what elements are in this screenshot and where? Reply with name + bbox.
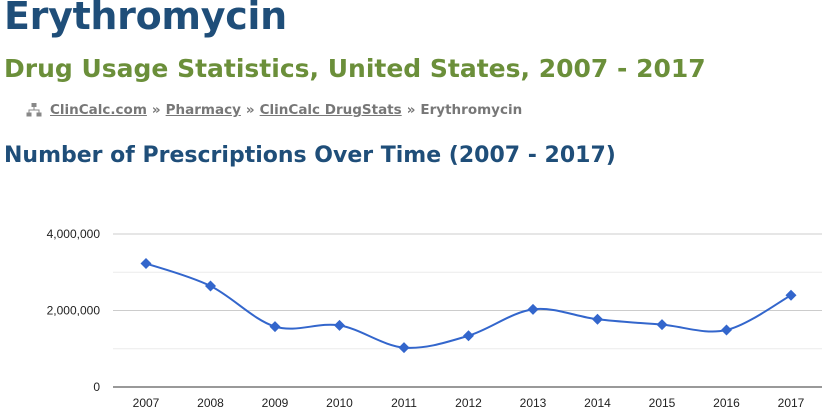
data-point — [205, 280, 216, 292]
section-heading: Number of Prescriptions Over Time (2007 … — [4, 143, 616, 168]
breadcrumb-current: Erythromycin — [420, 102, 523, 118]
breadcrumb-link-clincalc[interactable]: ClinCalc.com — [50, 102, 147, 118]
data-point — [785, 289, 797, 301]
y-tick-label: 2,000,000 — [47, 304, 101, 318]
x-tick-label: 2011 — [391, 396, 417, 410]
breadcrumb-link-drugstats[interactable]: ClinCalc DrugStats — [259, 102, 402, 118]
page-subtitle: Drug Usage Statistics, United States, 20… — [4, 54, 706, 83]
breadcrumb: ClinCalc.com » Pharmacy » ClinCalc DrugS… — [26, 102, 522, 118]
data-point — [334, 319, 345, 331]
data-point — [721, 324, 732, 336]
x-tick-label: 2016 — [713, 396, 740, 410]
x-tick-label: 2007 — [133, 396, 160, 410]
sitemap-icon — [26, 102, 42, 118]
x-tick-label: 2012 — [455, 396, 482, 410]
y-tick-label: 0 — [93, 380, 100, 394]
data-point — [398, 342, 410, 354]
y-tick-label: 4,000,000 — [47, 227, 101, 241]
x-tick-label: 2009 — [262, 396, 289, 410]
data-point — [527, 303, 539, 315]
x-tick-label: 2008 — [197, 396, 224, 410]
drug-title: Erythromycin — [4, 0, 287, 38]
data-point — [592, 313, 603, 325]
data-point — [656, 319, 668, 331]
data-point — [463, 330, 474, 342]
data-point — [140, 257, 152, 269]
prescriptions-line-chart: 0 2,000,000 4,000,000 2007 2008 2009 2010 2011 2… — [47, 227, 822, 410]
x-tick-label: 2017 — [778, 396, 805, 410]
x-tick-label: 2010 — [326, 396, 353, 410]
breadcrumb-separator: » — [151, 102, 161, 118]
breadcrumb-link-pharmacy[interactable]: Pharmacy — [165, 102, 241, 118]
breadcrumb-separator: » — [245, 102, 255, 118]
data-point — [269, 321, 281, 333]
x-tick-label: 2014 — [584, 396, 611, 410]
x-tick-label: 2013 — [520, 396, 547, 410]
x-tick-label: 2015 — [649, 396, 676, 410]
breadcrumb-separator: » — [406, 102, 416, 118]
